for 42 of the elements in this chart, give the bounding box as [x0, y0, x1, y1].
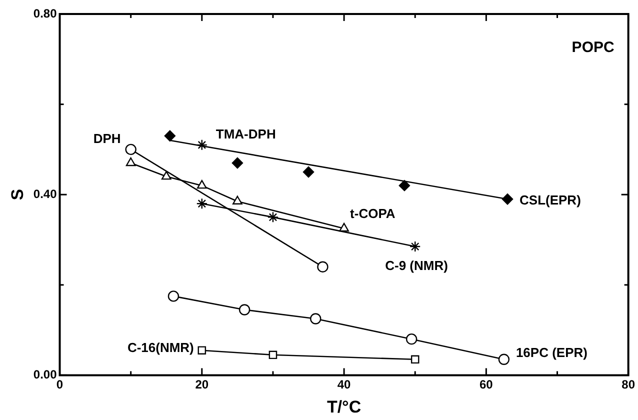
point [302, 166, 314, 178]
y-tick-label: 0.00 [33, 368, 58, 382]
point [238, 304, 250, 316]
point [161, 170, 172, 180]
point [126, 157, 136, 166]
point [398, 180, 410, 192]
x-tick-label: 60 [480, 378, 494, 392]
point [268, 350, 278, 360]
y-axis-title: S [8, 188, 27, 200]
point [196, 180, 207, 189]
point [502, 194, 514, 205]
point [125, 144, 136, 156]
point [232, 157, 244, 169]
point [410, 355, 420, 364]
point [164, 130, 176, 142]
x-tick-label: 0 [56, 378, 64, 392]
point [267, 212, 279, 223]
x-axis-title: T/°C [326, 397, 362, 416]
point [498, 354, 510, 365]
point [196, 198, 208, 210]
series-label: TMA-DPH [216, 126, 276, 142]
point [339, 222, 349, 232]
series-label: CSL(EPR) [520, 192, 581, 208]
x-tick-label: 80 [622, 378, 636, 392]
annotation: POPC [572, 39, 614, 56]
x-tick-label: 20 [195, 378, 209, 392]
point [198, 346, 206, 355]
point [232, 196, 242, 204]
y-tick-label: 0.40 [33, 186, 58, 201]
point [310, 313, 322, 324]
series-label: C-9 (NMR) [385, 258, 448, 274]
series-label: C-16(NMR) [127, 340, 194, 355]
point [410, 240, 421, 252]
x-tick-label: 40 [337, 378, 352, 392]
series-label: t-COPA [350, 206, 396, 222]
point [317, 261, 328, 272]
point [406, 333, 418, 345]
point [168, 290, 180, 302]
point [196, 139, 208, 151]
y-tick-label: 0.80 [33, 6, 58, 20]
series-label: DPH [93, 131, 121, 146]
series-label: 16PC (EPR) [516, 344, 588, 360]
